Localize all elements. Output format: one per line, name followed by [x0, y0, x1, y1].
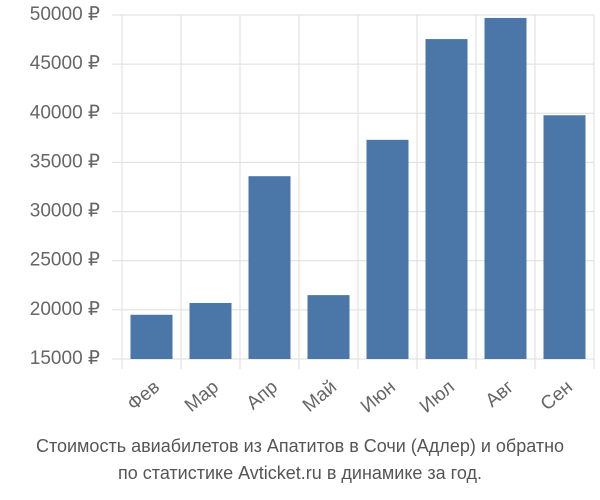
chart-subtitle: по статистике Avticket.ru в динамике за … [118, 463, 482, 483]
bar [248, 176, 291, 359]
bar [189, 302, 232, 359]
x-tick-label: Сен [537, 377, 577, 415]
y-tick-label: 30000 ₽ [30, 201, 100, 222]
x-tick-label: Фев [124, 377, 164, 416]
x-tick-label: Май [299, 377, 341, 417]
y-tick-label: 50000 ₽ [30, 4, 100, 25]
bar [130, 314, 173, 359]
bar [366, 139, 409, 359]
bar [543, 115, 586, 359]
y-tick-label: 20000 ₽ [30, 299, 100, 320]
x-tick-label: Июн [357, 377, 400, 418]
bar [307, 295, 350, 359]
x-tick-label: Мар [181, 377, 223, 417]
y-tick-label: 35000 ₽ [30, 151, 100, 172]
y-tick-label: 15000 ₽ [30, 348, 100, 369]
y-tick-label: 45000 ₽ [30, 53, 100, 74]
x-tick-label: Апр [243, 377, 282, 415]
x-tick-label: Июл [416, 377, 459, 418]
bar [484, 17, 527, 359]
y-tick-label: 25000 ₽ [30, 250, 100, 271]
x-tick-label: Авг [482, 377, 518, 412]
bar [425, 39, 468, 360]
chart-title: Стоимость авиабилетов из Апатитов в Сочи… [36, 436, 564, 456]
y-tick-label: 40000 ₽ [30, 102, 100, 123]
